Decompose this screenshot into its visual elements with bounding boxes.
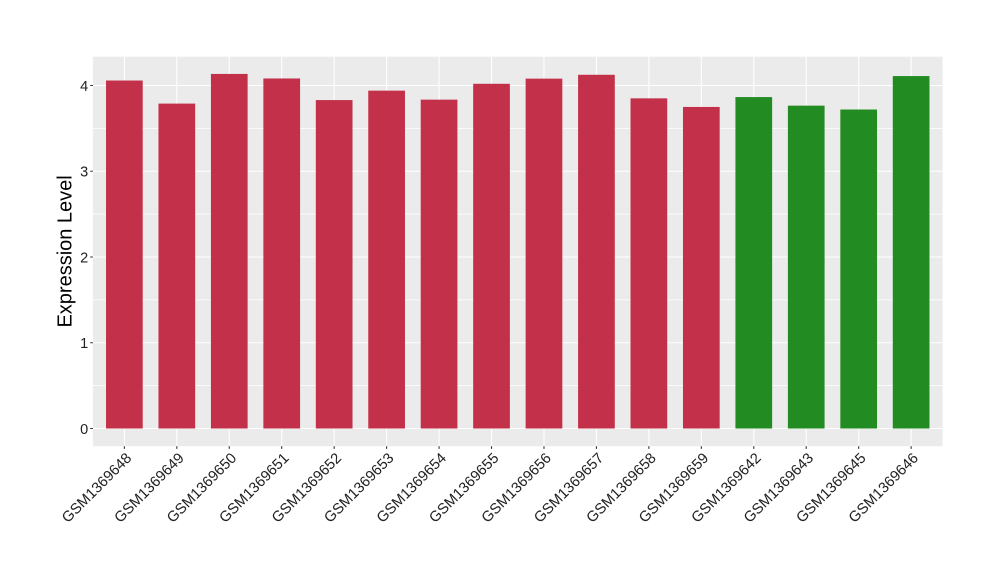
svg-text:3: 3	[80, 165, 88, 181]
svg-text:Expression Level: Expression Level	[55, 175, 77, 327]
svg-text:1: 1	[80, 336, 88, 352]
svg-text:2: 2	[80, 250, 88, 266]
svg-text:4: 4	[80, 79, 88, 95]
svg-text:0: 0	[80, 422, 88, 438]
